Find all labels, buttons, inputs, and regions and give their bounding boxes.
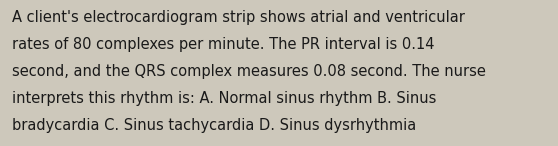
Text: rates of 80 complexes per minute. The PR interval is 0.14: rates of 80 complexes per minute. The PR…	[12, 37, 435, 52]
Text: interprets this rhythm is: A. Normal sinus rhythm B. Sinus: interprets this rhythm is: A. Normal sin…	[12, 91, 437, 106]
Text: second, and the QRS complex measures 0.08 second. The nurse: second, and the QRS complex measures 0.0…	[12, 64, 486, 79]
Text: bradycardia C. Sinus tachycardia D. Sinus dysrhythmia: bradycardia C. Sinus tachycardia D. Sinu…	[12, 118, 416, 133]
Text: A client's electrocardiogram strip shows atrial and ventricular: A client's electrocardiogram strip shows…	[12, 10, 465, 25]
